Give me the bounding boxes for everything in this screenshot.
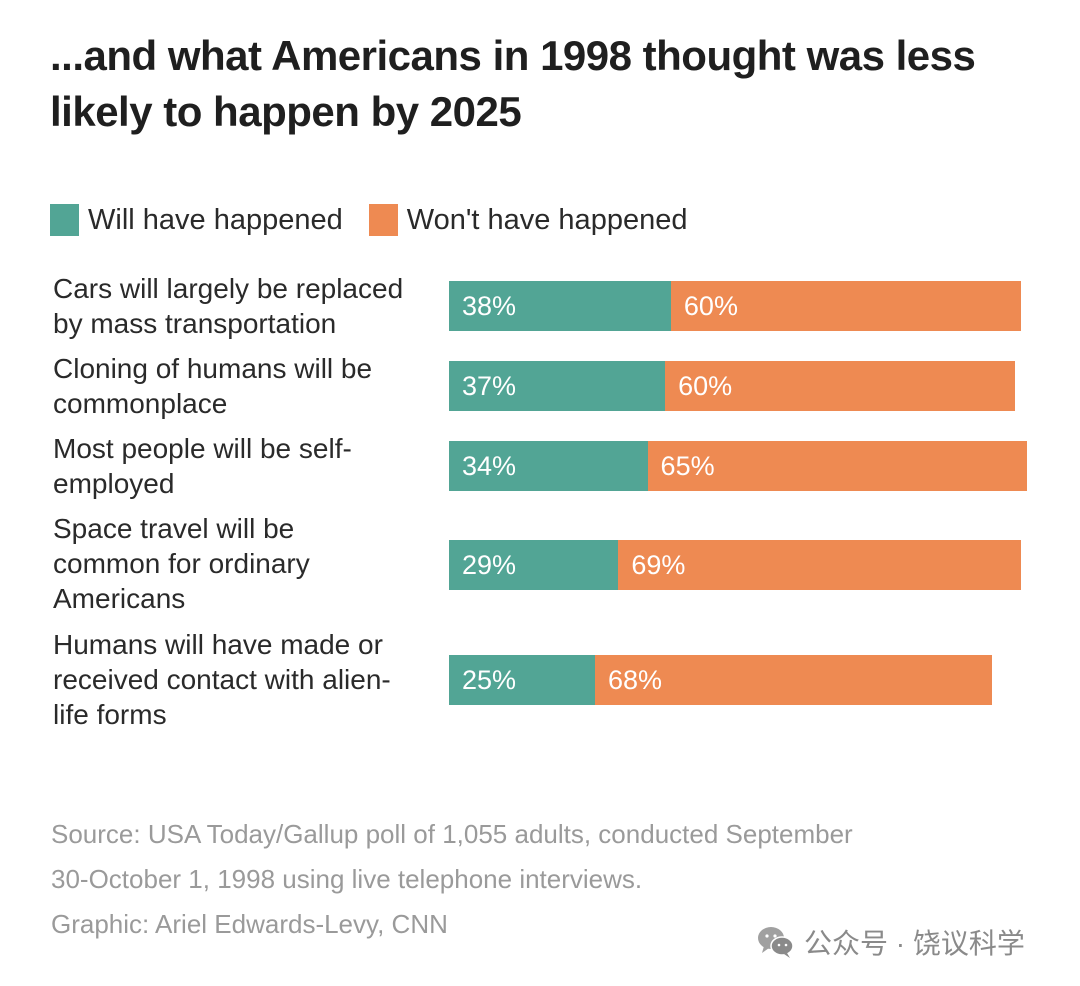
category-label-line: Humans will have made or [53, 629, 383, 660]
category-label-line: Cloning of humans will be [53, 353, 373, 384]
bar-will-have-happened [449, 361, 666, 411]
data-label: 37% [462, 371, 517, 401]
data-label: 29% [462, 550, 517, 580]
category-label-line: Most people will be self- [53, 433, 352, 464]
data-label: 68% [608, 665, 663, 695]
category-label-line: employed [53, 468, 175, 499]
category-label: Cloning of humans will be commonplace [53, 351, 438, 421]
wechat-icon [758, 927, 794, 958]
category-label-line: Cars will largely be replaced [53, 273, 404, 304]
legend-item-wont: Won't have happened [368, 203, 688, 237]
data-label: 65% [660, 451, 715, 481]
bar-will-have-happened [449, 441, 648, 491]
category-label: Humans will have made or received contact… [53, 627, 438, 732]
category-label: Cars will largely be replaced by mass tra… [53, 271, 438, 341]
legend-swatch-wont [368, 204, 398, 236]
source-line-1: Source: USA Today/Gallup poll of 1,055 a… [51, 819, 853, 849]
bar-wont-have-happened [618, 540, 1022, 590]
category-label-line: Americans [53, 583, 186, 614]
category-label-line: common for ordinary [53, 548, 310, 579]
category-label-line: Space travel will be [53, 513, 295, 544]
category-label-line: life forms [53, 699, 167, 730]
data-label: 69% [631, 550, 686, 580]
category-label: Space travel will be common for ordinary A… [53, 511, 438, 616]
legend-swatch-will [50, 204, 79, 236]
data-label: 60% [678, 371, 733, 401]
bar-will-have-happened [449, 540, 619, 590]
bar-wont-have-happened [647, 441, 1028, 491]
category-label-line: commonplace [53, 388, 228, 419]
bar-wont-have-happened [665, 361, 1016, 411]
bar-wont-have-happened [595, 655, 993, 705]
bar-will-have-happened [449, 655, 595, 705]
watermark: 公众号 · 饶议科学 [756, 922, 1025, 962]
category-label-line: by mass transportation [53, 308, 337, 339]
bar-will-have-happened [449, 281, 671, 331]
legend-label-will: Will have happened [88, 203, 343, 236]
chart-title: ...and what Americans in 1998 thought wa… [50, 32, 976, 135]
source-line-2: 30-October 1, 1998 using live telephone … [51, 864, 643, 894]
graphic-credit: Graphic: Ariel Edwards-Levy, CNN [51, 909, 448, 939]
legend-item-will: Will have happened [50, 204, 343, 237]
data-label: 60% [683, 291, 738, 321]
data-label: 34% [462, 451, 517, 481]
category-label-line: received contact with alien- [53, 664, 391, 695]
legend: Will have happened Won't have happened [50, 203, 713, 237]
data-label: 25% [462, 665, 517, 695]
category-label: Most people will be self-employed [53, 431, 438, 501]
legend-label-wont: Won't have happened [406, 203, 688, 236]
data-label: 38% [462, 291, 517, 321]
bar-wont-have-happened [670, 281, 1022, 331]
source-note: Source: USA Today/Gallup poll of 1,055 a… [51, 812, 1031, 947]
watermark-text: 公众号 · 饶议科学 [804, 928, 1025, 959]
